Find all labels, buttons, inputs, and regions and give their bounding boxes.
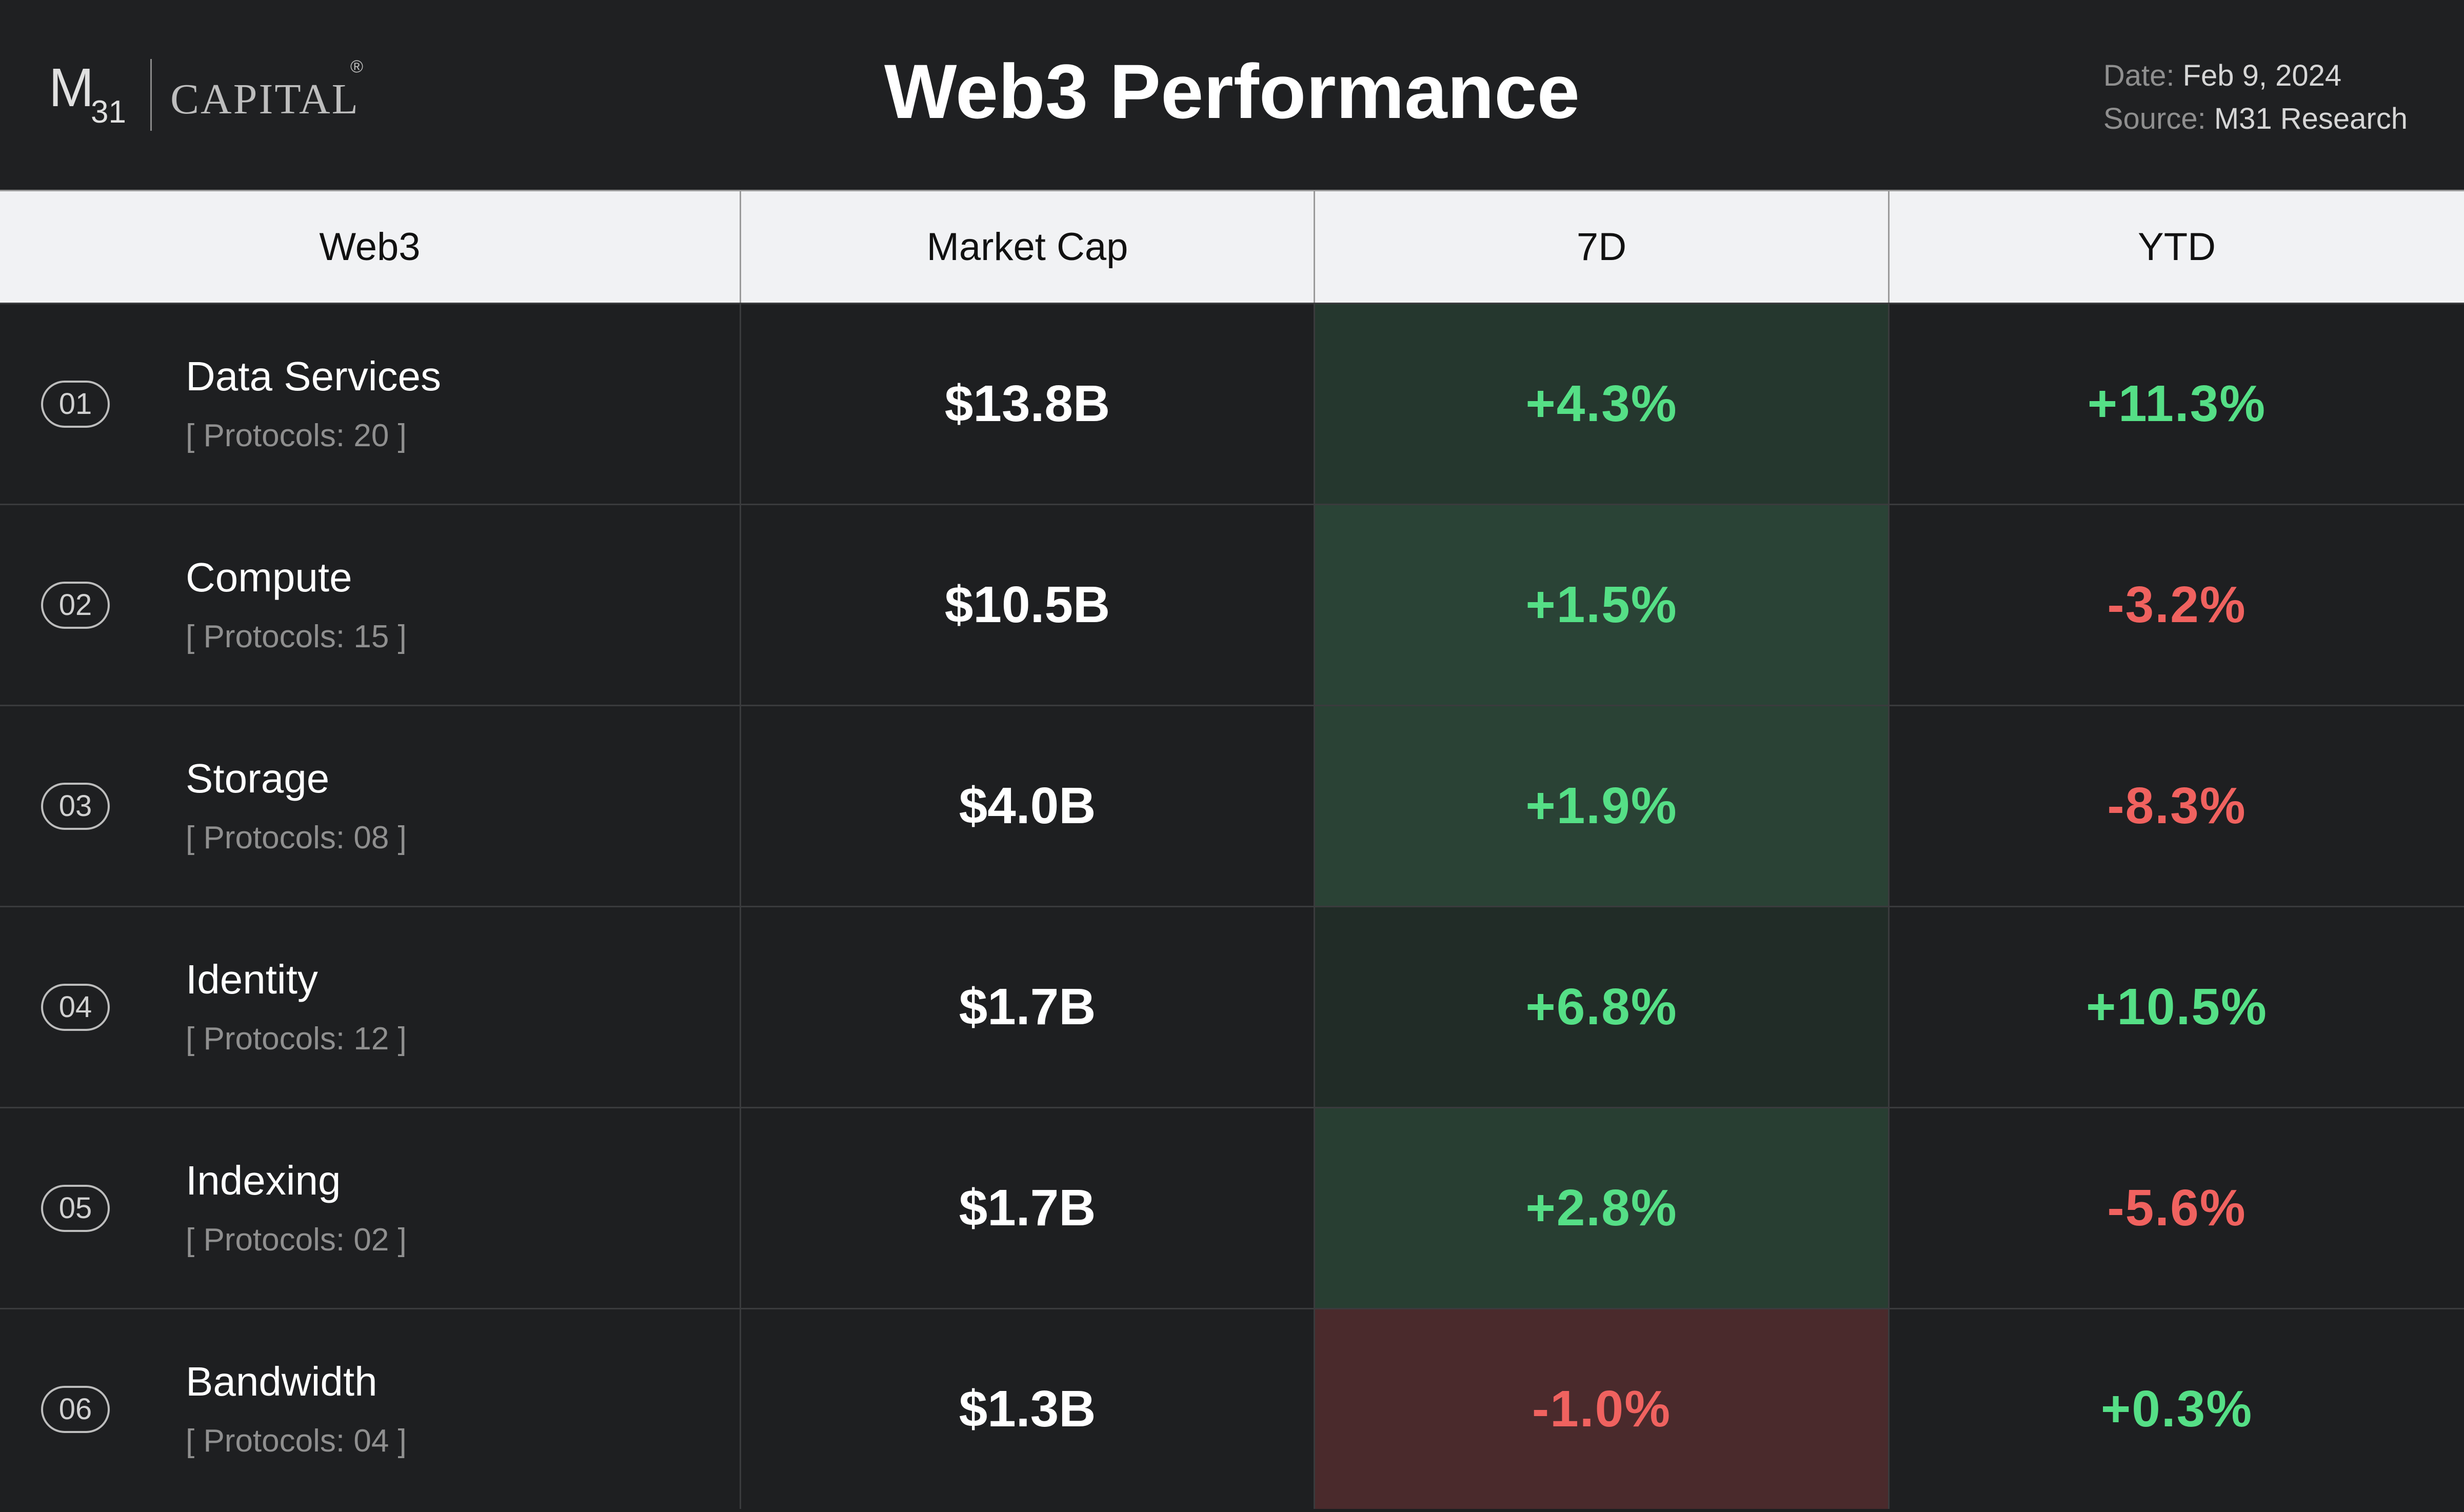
date-value: Feb 9, 2024 — [2182, 59, 2342, 92]
category-block: Storage [ Protocols: 08 ] — [186, 755, 407, 856]
change-7d-cell: -1.0% — [1314, 1308, 1888, 1509]
market-cap-cell: $13.8B — [740, 303, 1314, 504]
market-cap-cell: $1.7B — [740, 906, 1314, 1107]
market-cap-value: $1.7B — [959, 1179, 1096, 1237]
protocol-count: [ Protocols: 04 ] — [186, 1423, 407, 1459]
protocol-count: [ Protocols: 02 ] — [186, 1222, 407, 1258]
change-7d-cell: +4.3% — [1314, 303, 1888, 504]
category-cell: 04 Identity [ Protocols: 12 ] — [0, 906, 740, 1107]
market-cap-value: $1.3B — [959, 1380, 1096, 1438]
category-cell: 05 Indexing [ Protocols: 02 ] — [0, 1107, 740, 1308]
category-cell: 06 Bandwidth [ Protocols: 04 ] — [0, 1308, 740, 1509]
header: M 31 CAPITAL ® Web3 Performance Date: Fe… — [0, 0, 2464, 190]
rank-badge: 06 — [41, 1385, 110, 1433]
source-line: Source: M31 Research — [2103, 97, 2408, 141]
category-block: Indexing [ Protocols: 02 ] — [186, 1157, 407, 1258]
column-header-ytd: YTD — [1888, 190, 2464, 303]
source-label: Source: — [2103, 102, 2206, 135]
category-name: Bandwidth — [186, 1359, 377, 1404]
meta-info: Date: Feb 9, 2024 Source: M31 Research — [2103, 54, 2408, 141]
rank-badge: 03 — [41, 782, 110, 830]
protocol-count: [ Protocols: 08 ] — [186, 820, 407, 856]
change-ytd-value: +0.3% — [2100, 1380, 2253, 1438]
column-header-market-cap: Market Cap — [740, 190, 1314, 303]
logo-divider — [150, 59, 152, 131]
category-name: Compute — [186, 554, 352, 600]
category-block: Compute [ Protocols: 15 ] — [186, 554, 407, 655]
rank-badge: 05 — [41, 1184, 110, 1232]
category-cell: 03 Storage [ Protocols: 08 ] — [0, 705, 740, 906]
date-label: Date: — [2103, 59, 2175, 92]
logo-subscript: 31 — [91, 94, 126, 130]
change-ytd-value: -3.2% — [2107, 576, 2247, 633]
change-ytd-cell: -3.2% — [1888, 504, 2464, 705]
category-name: Storage — [186, 755, 330, 801]
market-cap-value: $13.8B — [944, 375, 1110, 432]
change-7d-value: +6.8% — [1525, 978, 1678, 1036]
change-7d-cell: +1.5% — [1314, 504, 1888, 705]
category-name: Indexing — [186, 1158, 341, 1203]
market-cap-value: $1.7B — [959, 978, 1096, 1036]
change-7d-cell: +6.8% — [1314, 906, 1888, 1107]
category-name: Identity — [186, 957, 318, 1002]
rank-badge: 02 — [41, 581, 110, 629]
market-cap-cell: $1.3B — [740, 1308, 1314, 1509]
change-7d-value: -1.0% — [1532, 1380, 1672, 1438]
category-block: Bandwidth [ Protocols: 04 ] — [186, 1358, 407, 1459]
logo-mark: M — [49, 57, 94, 118]
change-7d-value: +1.5% — [1525, 576, 1678, 633]
column-header-7d: 7D — [1314, 190, 1888, 303]
change-ytd-value: -8.3% — [2107, 777, 2247, 834]
change-ytd-cell: +0.3% — [1888, 1308, 2464, 1509]
category-block: Data Services [ Protocols: 20 ] — [186, 353, 441, 454]
market-cap-value: $10.5B — [944, 576, 1110, 633]
protocol-count: [ Protocols: 20 ] — [186, 418, 407, 453]
page-title: Web3 Performance — [884, 48, 1580, 134]
category-cell: 02 Compute [ Protocols: 15 ] — [0, 504, 740, 705]
change-ytd-cell: -5.6% — [1888, 1107, 2464, 1308]
market-cap-cell: $4.0B — [740, 705, 1314, 906]
change-7d-cell: +1.9% — [1314, 705, 1888, 906]
change-ytd-value: +11.3% — [2087, 375, 2267, 432]
performance-table: Web3 Market Cap 7D YTD 01 Data Services [ … — [0, 190, 2464, 1509]
category-name: Data Services — [186, 353, 441, 399]
protocol-count: [ Protocols: 12 ] — [186, 1021, 407, 1057]
category-block: Identity [ Protocols: 12 ] — [186, 956, 407, 1057]
change-ytd-value: -5.6% — [2107, 1179, 2247, 1237]
market-cap-cell: $1.7B — [740, 1107, 1314, 1308]
change-7d-value: +2.8% — [1525, 1179, 1678, 1237]
market-cap-cell: $10.5B — [740, 504, 1314, 705]
change-7d-cell: +2.8% — [1314, 1107, 1888, 1308]
change-ytd-cell: +10.5% — [1888, 906, 2464, 1107]
source-value: M31 Research — [2214, 102, 2408, 135]
change-ytd-cell: -8.3% — [1888, 705, 2464, 906]
change-ytd-cell: +11.3% — [1888, 303, 2464, 504]
change-7d-value: +1.9% — [1525, 777, 1678, 834]
column-header-web3: Web3 — [0, 190, 740, 303]
protocol-count: [ Protocols: 15 ] — [186, 619, 407, 654]
change-7d-value: +4.3% — [1525, 375, 1678, 432]
category-cell: 01 Data Services [ Protocols: 20 ] — [0, 303, 740, 504]
registered-mark: ® — [350, 57, 364, 76]
logo-word: CAPITAL — [170, 75, 360, 123]
market-cap-value: $4.0B — [959, 777, 1096, 834]
rank-badge: 01 — [41, 380, 110, 428]
date-line: Date: Feb 9, 2024 — [2103, 54, 2408, 97]
rank-badge: 04 — [41, 983, 110, 1031]
change-ytd-value: +10.5% — [2086, 978, 2268, 1036]
